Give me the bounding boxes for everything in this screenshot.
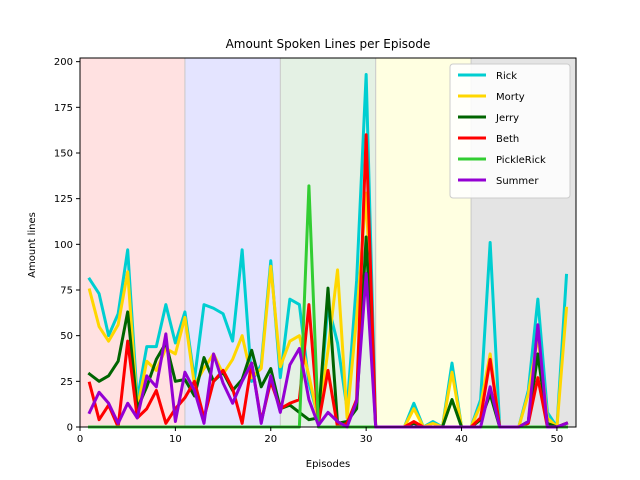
y-tick-label: 0 — [67, 423, 73, 434]
y-tick-label: 175 — [54, 103, 73, 114]
y-tick-label: 125 — [54, 194, 73, 205]
y-tick-label: 50 — [60, 331, 73, 342]
series-line-beth — [87, 133, 569, 429]
y-axis-label: Amount lines — [27, 212, 38, 278]
x-tick-label: 50 — [551, 434, 564, 445]
y-tick-label: 150 — [54, 148, 73, 159]
legend-label-picklerick: PickleRick — [496, 155, 546, 166]
legend: Rick Morty Jerry Beth PickleRick Summer — [449, 63, 571, 199]
x-axis-ticks: 0 10 20 30 40 50 — [77, 427, 563, 445]
legend-label-rick: Rick — [496, 71, 517, 82]
season-bands — [80, 58, 576, 427]
x-tick-label: 40 — [455, 434, 468, 445]
x-tick-label: 20 — [264, 434, 277, 445]
legend-label-summer: Summer — [496, 176, 539, 187]
legend-label-jerry: Jerry — [495, 113, 519, 124]
x-tick-label: 10 — [169, 434, 182, 445]
series-line-summer — [87, 272, 569, 429]
y-tick-label: 25 — [60, 377, 73, 388]
plot-frame — [79, 57, 577, 428]
y-tick-label: 75 — [60, 285, 73, 296]
x-tick-label: 0 — [77, 434, 83, 445]
x-axis-label: Episodes — [306, 459, 350, 470]
y-tick-label: 100 — [54, 240, 73, 251]
x-tick-label: 30 — [360, 434, 373, 445]
y-tick-label: 200 — [54, 57, 73, 68]
legend-label-beth: Beth — [496, 134, 519, 145]
legend-label-morty: Morty — [496, 92, 525, 103]
chart-title: Amount Spoken Lines per Episode — [226, 37, 431, 51]
y-axis-ticks: 0 25 50 75 100 125 150 175 200 — [54, 57, 80, 434]
